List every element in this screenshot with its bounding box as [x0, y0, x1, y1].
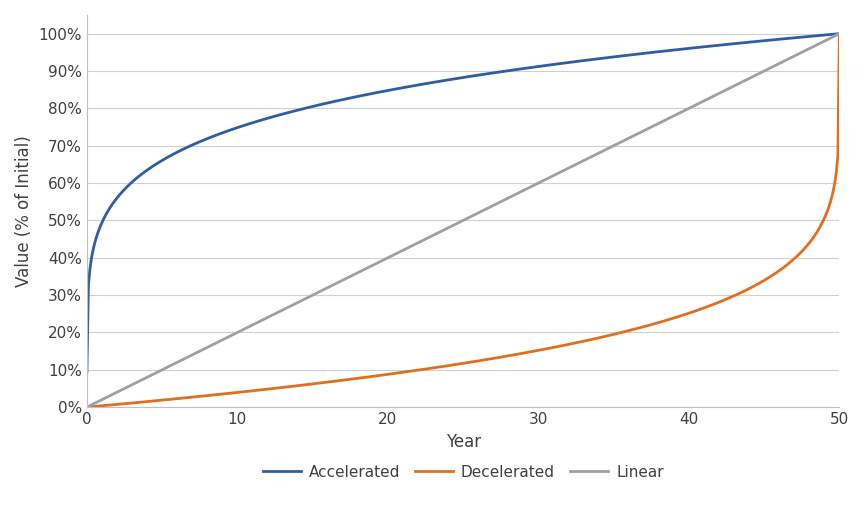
- Accelerated: [443, 76, 454, 83]
- Line: Linear: Linear: [87, 33, 839, 407]
- Decelerated: [530, 348, 540, 354]
- Decelerated: [698, 305, 708, 311]
- Decelerated: [489, 355, 499, 362]
- Decelerated: [816, 221, 827, 228]
- Accelerated: [489, 70, 499, 76]
- Y-axis label: Value (% of Initial): Value (% of Initial): [15, 135, 33, 287]
- Accelerated: [698, 44, 708, 50]
- Accelerated: [82, 369, 92, 375]
- Accelerated: [816, 32, 827, 38]
- Decelerated: [834, 30, 844, 37]
- Line: Accelerated: Accelerated: [87, 33, 839, 372]
- Linear: [816, 39, 827, 46]
- Decelerated: [439, 363, 449, 370]
- Linear: [530, 182, 540, 188]
- Linear: [834, 30, 844, 37]
- Accelerated: [530, 64, 540, 70]
- Decelerated: [443, 362, 454, 369]
- Accelerated: [439, 78, 449, 84]
- Linear: [82, 404, 92, 410]
- Accelerated: [834, 30, 844, 37]
- Decelerated: [82, 404, 92, 410]
- X-axis label: Year: Year: [446, 433, 480, 451]
- Linear: [439, 227, 449, 233]
- Line: Decelerated: Decelerated: [87, 33, 839, 407]
- Linear: [489, 202, 499, 208]
- Linear: [443, 224, 454, 230]
- Linear: [698, 98, 708, 104]
- Legend: Accelerated, Decelerated, Linear: Accelerated, Decelerated, Linear: [257, 459, 670, 486]
